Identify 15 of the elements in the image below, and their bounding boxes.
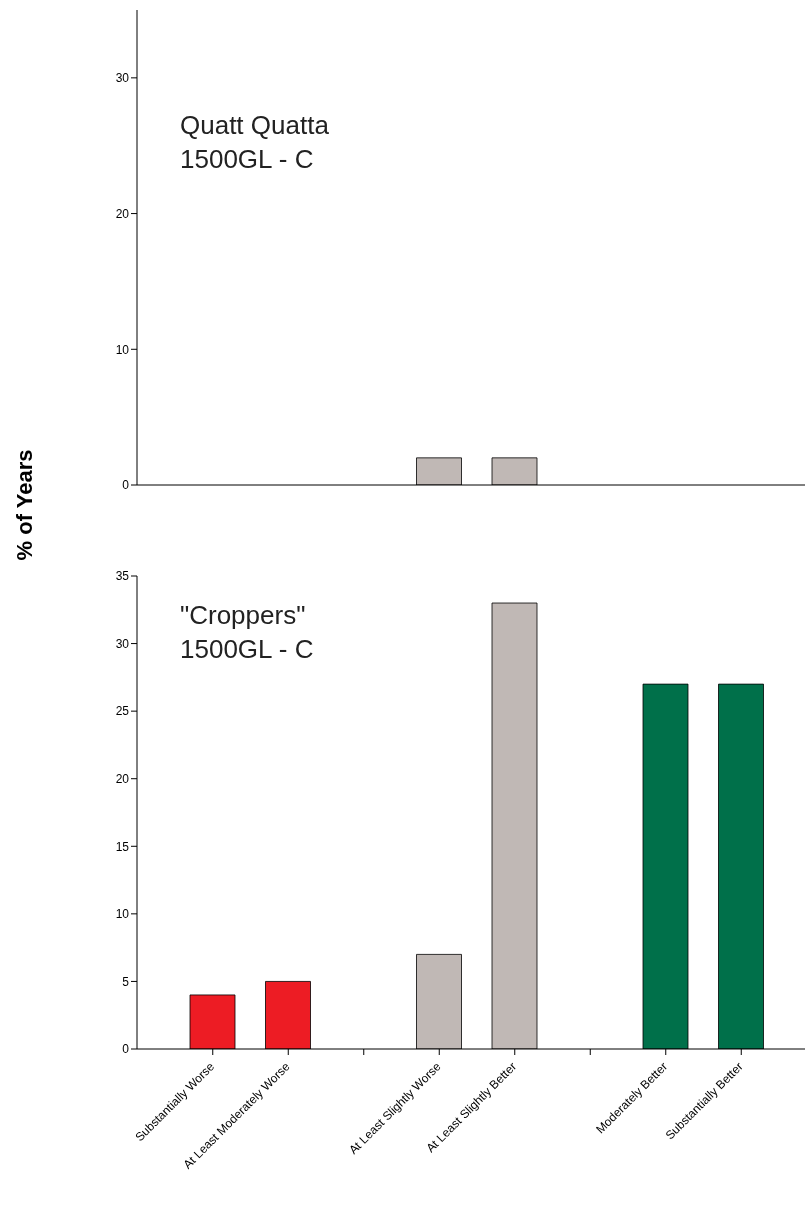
y-tick-label: 15 <box>115 839 130 854</box>
y-tick-label: 0 <box>122 478 130 493</box>
y-tick-label: 20 <box>115 771 130 786</box>
y-tick-label: 30 <box>115 71 130 86</box>
annotation: "Croppers" 1500GL - C <box>180 599 314 666</box>
annotation: Quatt Quatta 1500GL - C <box>180 109 329 176</box>
y-tick-label: 20 <box>115 206 130 221</box>
y-tick-label: 35 <box>115 569 130 584</box>
y-tick-label: 30 <box>115 636 130 651</box>
y-tick-label: 5 <box>122 974 130 989</box>
y-tick-label: 25 <box>115 704 130 719</box>
y-tick-label: 10 <box>115 907 130 922</box>
y-axis-title: % of Years <box>11 448 38 563</box>
y-tick-label: 0 <box>122 1042 130 1057</box>
y-tick-label: 10 <box>115 342 130 357</box>
